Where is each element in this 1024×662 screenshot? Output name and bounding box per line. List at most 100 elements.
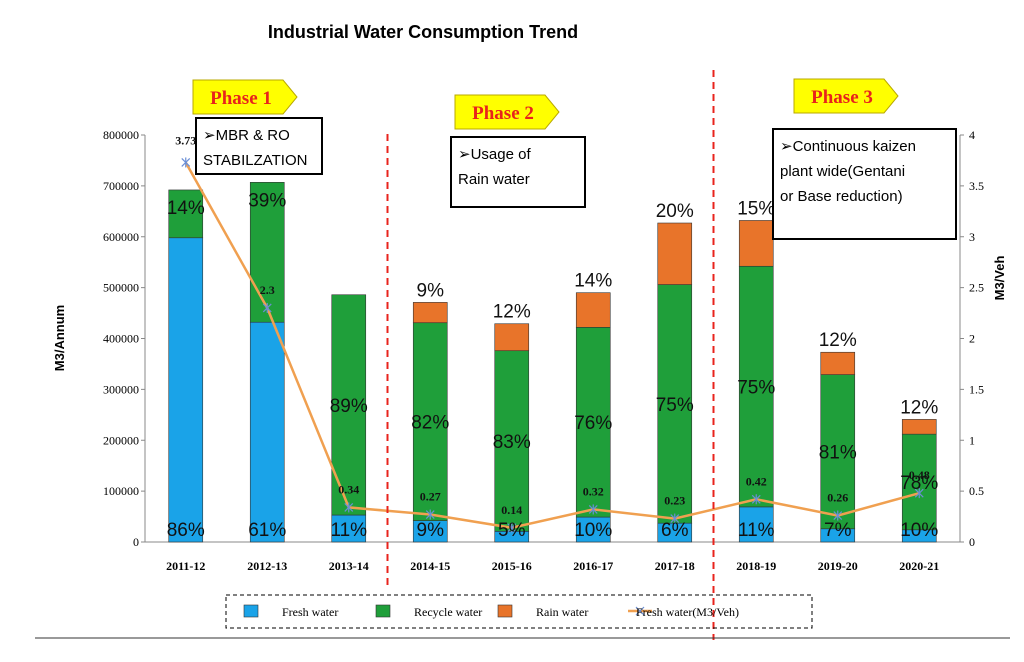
x-tick-label: 2013-14	[329, 559, 369, 573]
legend-item: Fresh water(M3/Veh)	[628, 605, 739, 619]
legend-item: Recycle water	[375, 604, 482, 619]
y2-tick-label: 3	[969, 230, 975, 244]
bar-data-label: 9%	[417, 280, 445, 301]
bar-data-label: 75%	[737, 378, 775, 399]
line-data-label: 0.23	[664, 494, 685, 508]
bar-segment-fresh-water	[575, 516, 611, 543]
y2-tick-label: 0	[969, 535, 975, 549]
line-point-marker	[262, 302, 272, 313]
x-tick-label: 2017-18	[655, 559, 695, 573]
bar-segment-rain-water	[738, 220, 774, 267]
bar-segment-recycle-water	[168, 189, 204, 239]
phase-note-line: ➢MBR & RO	[203, 127, 290, 144]
y-tick-label: 800000	[103, 128, 139, 142]
line-point-marker	[751, 494, 761, 505]
y2-tick-label: 1	[969, 433, 975, 447]
y2-tick-label: 4	[969, 128, 975, 142]
line-data-label: 0.27	[420, 490, 441, 504]
y2-tick-label: 2.5	[969, 281, 984, 295]
legend-label: Fresh water	[282, 605, 338, 619]
bar-segment-fresh-water	[249, 321, 285, 543]
line-point-marker	[181, 157, 191, 168]
line-data-label: 0.26	[827, 491, 848, 505]
line-fresh-water-per-veh	[184, 161, 920, 530]
bar-segment-fresh-water	[331, 514, 367, 543]
bar-segment-recycle-water	[738, 265, 774, 508]
y-tick-label: 200000	[103, 433, 139, 447]
phase-note-line: plant wide(Gentani	[780, 163, 905, 180]
bars-group	[168, 182, 937, 543]
x-tick-label: 2015-16	[492, 559, 532, 573]
phase-note-box	[450, 136, 586, 208]
bar-data-label: 10%	[900, 520, 938, 541]
phase-tag-shape	[454, 94, 560, 130]
y-axis-title: M3/Annum	[52, 305, 67, 371]
bar-segment-recycle-water	[494, 350, 530, 532]
bar-data-label: 81%	[819, 443, 857, 464]
phase-tag-label: Phase 3	[811, 87, 873, 108]
bar-segment-recycle-water	[657, 284, 693, 524]
bar-segment-fresh-water	[168, 237, 204, 543]
bar-data-label: 76%	[574, 413, 612, 434]
line-data-label: 0.42	[746, 474, 767, 488]
legend-item: Rain water	[497, 604, 588, 619]
line-data-label: 0.14	[501, 503, 522, 517]
legend-swatch	[497, 604, 513, 618]
legend-swatch	[375, 604, 391, 618]
bar-data-label: 9%	[417, 520, 445, 541]
bar-data-label: 61%	[248, 520, 286, 541]
x-tick-label: 2011-12	[166, 559, 205, 573]
bar-data-label: 86%	[167, 520, 205, 541]
legend-item: Fresh water	[243, 604, 338, 619]
y2-axis-title: M3/Veh	[992, 256, 1007, 301]
line-series-group	[181, 157, 924, 533]
legend-swatch	[243, 604, 259, 618]
phase-note-line: ➢Continuous kaizen	[780, 138, 916, 155]
x-tick-label: 2012-13	[247, 559, 287, 573]
x-tick-label: 2020-21	[899, 559, 939, 573]
data-labels-group: 86% 14% 61% 39% 11% 89% 9% 82% 9% 5% 83% 12% 10% 76% 1…	[167, 133, 939, 541]
bar-segment-rain-water	[657, 222, 693, 285]
y2-tick-label: 0.5	[969, 484, 984, 498]
bar-data-label: 75%	[656, 395, 694, 416]
bar-data-label: 12%	[819, 330, 857, 351]
legend-label: Rain water	[536, 605, 588, 619]
phase-note-line: STABILZATION	[203, 152, 307, 169]
bar-data-label: 82%	[411, 413, 449, 434]
bar-segment-recycle-water	[901, 433, 937, 531]
bar-segment-recycle-water	[575, 327, 611, 518]
legend-label: Recycle water	[414, 605, 482, 619]
chart-title: Industrial Water Consumption Trend	[268, 22, 578, 42]
y2-tick-label: 1.5	[969, 382, 984, 396]
phase-tag-shape	[793, 78, 899, 114]
phase-note-box	[195, 117, 323, 175]
line-point-marker	[588, 504, 598, 515]
bar-data-label: 83%	[493, 432, 531, 453]
bar-data-label: 10%	[574, 520, 612, 541]
y-tick-label: 500000	[103, 281, 139, 295]
y2-tick-label: 2	[969, 332, 975, 346]
bar-data-label: 78%	[900, 473, 938, 494]
x-tick-label: 2016-17	[573, 559, 613, 573]
line-data-label: 3.73	[175, 133, 196, 147]
bar-data-label: 14%	[167, 198, 205, 219]
phase-note-1: ➢MBR & RO STABILZATION	[195, 117, 323, 175]
bar-segment-rain-water	[412, 302, 448, 324]
line-data-label: 2.3	[260, 283, 275, 297]
bar-data-label: 12%	[900, 397, 938, 418]
y-tick-label: 0	[133, 535, 139, 549]
phase-note-2: ➢Usage of Rain water	[450, 136, 586, 208]
bar-segment-rain-water	[575, 292, 611, 328]
y-tick-label: 600000	[103, 230, 139, 244]
y2-tick-label: 3.5	[969, 179, 984, 193]
line-point-marker	[670, 513, 680, 524]
bar-segment-rain-water	[494, 323, 530, 352]
phase-note-3: ➢Continuous kaizen plant wide(Gentani or B…	[772, 128, 957, 240]
legend: Fresh water Recycle water Rain water Fresh …	[225, 594, 813, 629]
phase-note-line: or Base reduction)	[780, 188, 903, 205]
y-tick-label: 400000	[103, 332, 139, 346]
phase-note-line: ➢Usage of	[458, 146, 531, 163]
phase-note-line: Rain water	[458, 171, 530, 188]
bar-segment-recycle-water	[412, 322, 448, 521]
